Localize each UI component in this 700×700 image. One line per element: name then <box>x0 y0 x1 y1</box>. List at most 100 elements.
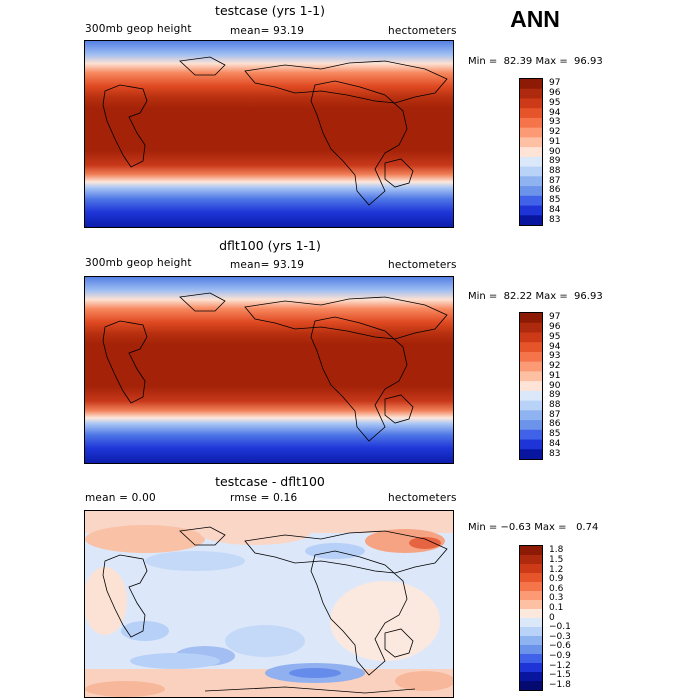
panel1-title: testcase (yrs 1-1) <box>215 3 325 18</box>
colorbar-swatch <box>520 654 542 664</box>
colorbar-swatch <box>520 332 542 343</box>
colorbar-swatch <box>520 98 542 109</box>
colorbar-tick-label: 85 <box>549 195 561 206</box>
colorbar-tick-label: 86 <box>549 185 561 196</box>
panel1-units-label: hectometers <box>388 25 457 37</box>
colorbar-swatch <box>520 555 542 565</box>
colorbar-swatch <box>520 645 542 655</box>
colorbar-swatch <box>520 361 542 372</box>
colorbar-swatch <box>520 439 542 450</box>
panel2-colorbar-swatches <box>520 313 542 459</box>
colorbar-swatch <box>520 600 542 610</box>
colorbar-tick-label: −0.3 <box>549 631 571 642</box>
colorbar-swatch <box>520 609 542 619</box>
panel3-rmse-label: rmse = 0.16 <box>230 492 298 504</box>
colorbar-swatch <box>520 186 542 197</box>
colorbar-swatch <box>520 351 542 362</box>
colorbar-tick-label: 89 <box>549 156 561 167</box>
colorbar-swatch <box>520 381 542 392</box>
colorbar-swatch <box>520 429 542 440</box>
colorbar-tick-label: 86 <box>549 419 561 430</box>
colorbar-swatch <box>520 147 542 158</box>
panel2-variable-label: 300mb geop height <box>85 257 192 269</box>
season-label: ANN <box>510 6 560 32</box>
panel1-colorbar-swatches <box>520 79 542 225</box>
panel2-colorbar <box>519 312 543 460</box>
colorbar-tick-label: 92 <box>549 361 561 371</box>
colorbar-tick-label: 93 <box>549 351 561 362</box>
colorbar-tick-label: 96 <box>549 88 561 99</box>
panel3-minmax: Min = −0.63 Max = 0.74 <box>468 522 599 533</box>
panel3-units-label: hectometers <box>388 492 457 504</box>
panel3-colorbar <box>519 545 543 691</box>
colorbar-swatch <box>520 591 542 601</box>
colorbar-swatch <box>520 79 542 90</box>
colorbar-swatch <box>520 127 542 138</box>
colorbar-swatch <box>520 390 542 401</box>
colorbar-swatch <box>520 546 542 556</box>
colorbar-swatch <box>520 195 542 206</box>
panel3-colorbar-swatches <box>520 546 542 690</box>
panel3-mean-label: mean = 0.00 <box>85 492 156 504</box>
colorbar-swatch <box>520 410 542 421</box>
panel1-variable-label: 300mb geop height <box>85 23 192 35</box>
panel3-field <box>85 511 453 697</box>
panel3-map <box>84 510 454 698</box>
panel3-title: testcase - dflt100 <box>215 474 325 489</box>
colorbar-tick-label: 84 <box>549 204 561 215</box>
panel1-field <box>85 41 453 227</box>
colorbar-swatch <box>520 420 542 431</box>
colorbar-tick-label: 96 <box>549 322 561 333</box>
panel2-map <box>84 276 454 464</box>
colorbar-tick-label: 1.5 <box>549 554 564 565</box>
colorbar-swatch <box>520 400 542 411</box>
colorbar-tick-label: −0.6 <box>549 641 571 652</box>
colorbar-swatch <box>520 564 542 574</box>
colorbar-tick-label: 0.3 <box>549 593 564 604</box>
colorbar-tick-label: 0.9 <box>549 574 564 585</box>
colorbar-tick-label: −1.5 <box>549 670 571 681</box>
panel1-minmax: Min = 82.39 Max = 96.93 <box>468 56 603 67</box>
colorbar-tick-label: 87 <box>549 175 561 186</box>
colorbar-tick-label: 90 <box>549 380 561 391</box>
colorbar-tick-label: 84 <box>549 438 561 449</box>
colorbar-swatch <box>520 663 542 673</box>
colorbar-swatch <box>520 166 542 177</box>
colorbar-swatch <box>520 137 542 148</box>
colorbar-tick-label: 95 <box>549 97 561 108</box>
colorbar-swatch <box>520 156 542 167</box>
colorbar-tick-label: 0 <box>549 612 555 623</box>
colorbar-tick-label: 87 <box>549 409 561 420</box>
colorbar-tick-label: 91 <box>549 136 561 147</box>
panel2-units-label: hectometers <box>388 259 457 271</box>
colorbar-tick-label: 95 <box>549 331 561 342</box>
colorbar-swatch <box>520 371 542 382</box>
colorbar-tick-label: 83 <box>549 448 561 459</box>
colorbar-swatch <box>520 313 542 324</box>
colorbar-tick-label: −1.8 <box>549 679 571 690</box>
colorbar-tick-label: −0.9 <box>549 650 571 661</box>
panel1-mean-label: mean= 93.19 <box>230 25 305 37</box>
colorbar-swatch <box>520 117 542 128</box>
colorbar-tick-label: 94 <box>549 107 561 118</box>
panel2-minmax: Min = 82.22 Max = 96.93 <box>468 291 603 302</box>
colorbar-tick-label: −0.1 <box>549 622 571 633</box>
colorbar-tick-label: 88 <box>549 166 561 176</box>
colorbar-swatch <box>520 636 542 646</box>
colorbar-swatch <box>520 322 542 333</box>
colorbar-tick-label: 97 <box>549 78 561 89</box>
colorbar-swatch <box>520 215 542 225</box>
colorbar-tick-label: 93 <box>549 117 561 128</box>
panel2-title: dflt100 (yrs 1-1) <box>219 238 321 253</box>
colorbar-swatch <box>520 618 542 628</box>
colorbar-tick-label: 0.1 <box>549 602 564 613</box>
colorbar-swatch <box>520 108 542 119</box>
colorbar-swatch <box>520 449 542 459</box>
colorbar-tick-label: 91 <box>549 370 561 381</box>
colorbar-swatch <box>520 176 542 187</box>
colorbar-tick-label: 92 <box>549 127 561 137</box>
panel1-colorbar <box>519 78 543 226</box>
colorbar-tick-label: −1.2 <box>549 660 571 671</box>
colorbar-swatch <box>520 582 542 592</box>
colorbar-tick-label: 89 <box>549 390 561 401</box>
